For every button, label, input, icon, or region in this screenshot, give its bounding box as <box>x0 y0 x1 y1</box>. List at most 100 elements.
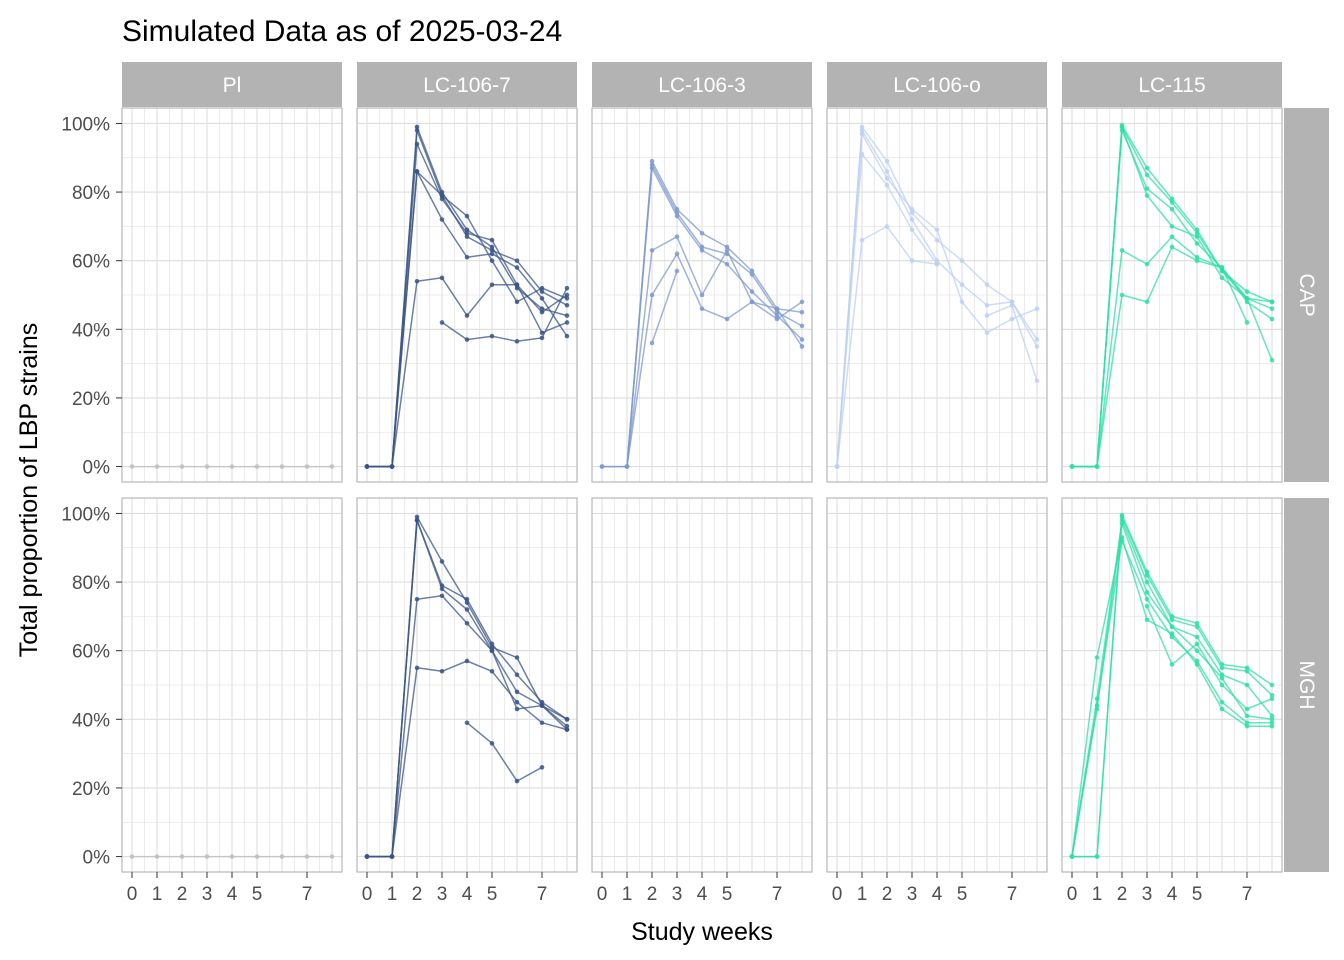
facet-grid: Pl LC-106-7 LC-106-3 LC-106-o LC-115 CAP MGH 0%… <box>61 62 1329 905</box>
data-point <box>1244 713 1250 719</box>
data-point <box>1219 265 1225 270</box>
x-tick-label: 1 <box>622 884 633 905</box>
x-tick-label: 3 <box>672 884 683 905</box>
data-point <box>489 648 495 653</box>
data-point <box>439 559 445 564</box>
data-point <box>414 278 420 284</box>
data-point <box>129 854 135 859</box>
data-point <box>1244 296 1250 301</box>
data-point <box>1194 241 1200 246</box>
panel-border <box>1061 107 1283 483</box>
data-point <box>1144 172 1150 178</box>
data-point <box>1144 590 1150 595</box>
data-point <box>1219 682 1225 688</box>
x-tick-label: 2 <box>412 884 423 905</box>
data-point <box>859 237 865 243</box>
strip-CAP <box>1284 108 1329 482</box>
data-point <box>1269 682 1275 688</box>
strip-LC-106-3 <box>592 62 812 107</box>
data-point <box>564 296 570 301</box>
x-tick-label: 2 <box>1117 884 1128 905</box>
data-point <box>564 333 570 339</box>
data-point <box>884 224 890 229</box>
data-point <box>1169 234 1175 239</box>
x-tick-label: 2 <box>647 884 658 905</box>
data-point <box>799 323 805 329</box>
data-point <box>1169 631 1175 636</box>
data-point <box>884 182 890 188</box>
x-tick-label: 5 <box>722 884 733 905</box>
x-tick-label: 1 <box>387 884 398 905</box>
data-point <box>649 292 655 298</box>
data-point <box>599 464 605 469</box>
x-tick-label: 3 <box>907 884 918 905</box>
data-point <box>1244 706 1250 712</box>
data-point <box>1194 258 1200 263</box>
data-point <box>179 464 185 469</box>
data-point <box>1269 299 1275 305</box>
data-point <box>1144 186 1150 191</box>
data-point <box>1144 193 1150 198</box>
series-line-CAP-LC-106-7-6 <box>441 287 568 343</box>
x-tick-label: 4 <box>227 884 238 905</box>
data-point <box>464 337 470 342</box>
data-point <box>539 335 545 341</box>
data-point <box>514 699 520 705</box>
data-point <box>1094 464 1100 469</box>
y-tick-label: 100% <box>61 114 110 135</box>
data-point <box>1269 696 1275 702</box>
y-tick-label: 0% <box>83 458 111 479</box>
data-point <box>749 272 755 277</box>
data-point <box>834 464 840 469</box>
data-point <box>229 854 235 859</box>
data-point <box>909 206 915 212</box>
x-tick-label: 2 <box>177 884 188 905</box>
data-point <box>1169 206 1175 212</box>
data-point <box>909 217 915 222</box>
data-point <box>699 292 705 298</box>
data-point <box>1034 337 1040 342</box>
x-tick-label: 5 <box>1192 884 1203 905</box>
data-point <box>564 292 570 298</box>
x-tick-label: 3 <box>1142 884 1153 905</box>
data-point <box>539 720 545 726</box>
panel-CAP-LC-106-7 <box>356 107 578 483</box>
data-point <box>414 665 420 671</box>
data-point <box>1244 682 1250 688</box>
data-point <box>624 464 630 469</box>
panel-MGH-LC-106-o <box>826 497 1048 873</box>
data-point <box>1119 521 1125 527</box>
data-point <box>959 282 965 288</box>
data-point <box>1034 344 1040 349</box>
data-point <box>1169 224 1175 229</box>
data-point <box>909 210 915 215</box>
x-tick-label: 0 <box>1067 884 1078 905</box>
data-point <box>364 854 370 859</box>
y-tick-label: 20% <box>72 779 110 800</box>
data-point <box>539 285 545 291</box>
data-point <box>1269 717 1275 722</box>
data-point <box>464 313 470 318</box>
x-tick-label: 1 <box>1092 884 1103 905</box>
data-point <box>959 299 965 305</box>
data-point <box>464 720 470 726</box>
series-line-CAP-LC-106-3-2 <box>626 167 803 467</box>
chart-title: Simulated Data as of 2025-03-24 <box>122 15 562 48</box>
x-tick-label: 1 <box>857 884 868 905</box>
data-point <box>1069 854 1075 859</box>
data-point <box>129 464 135 469</box>
data-point <box>699 248 705 253</box>
data-point <box>1244 665 1250 671</box>
data-point <box>1144 572 1150 578</box>
data-point <box>489 641 495 647</box>
data-point <box>1009 299 1015 305</box>
x-tick-label: 0 <box>127 884 138 905</box>
data-point <box>514 689 520 695</box>
data-point <box>1194 641 1200 647</box>
data-point <box>649 340 655 346</box>
data-point <box>489 258 495 263</box>
data-point <box>539 296 545 301</box>
data-point <box>674 268 680 274</box>
data-point <box>464 234 470 239</box>
data-point <box>1144 299 1150 305</box>
